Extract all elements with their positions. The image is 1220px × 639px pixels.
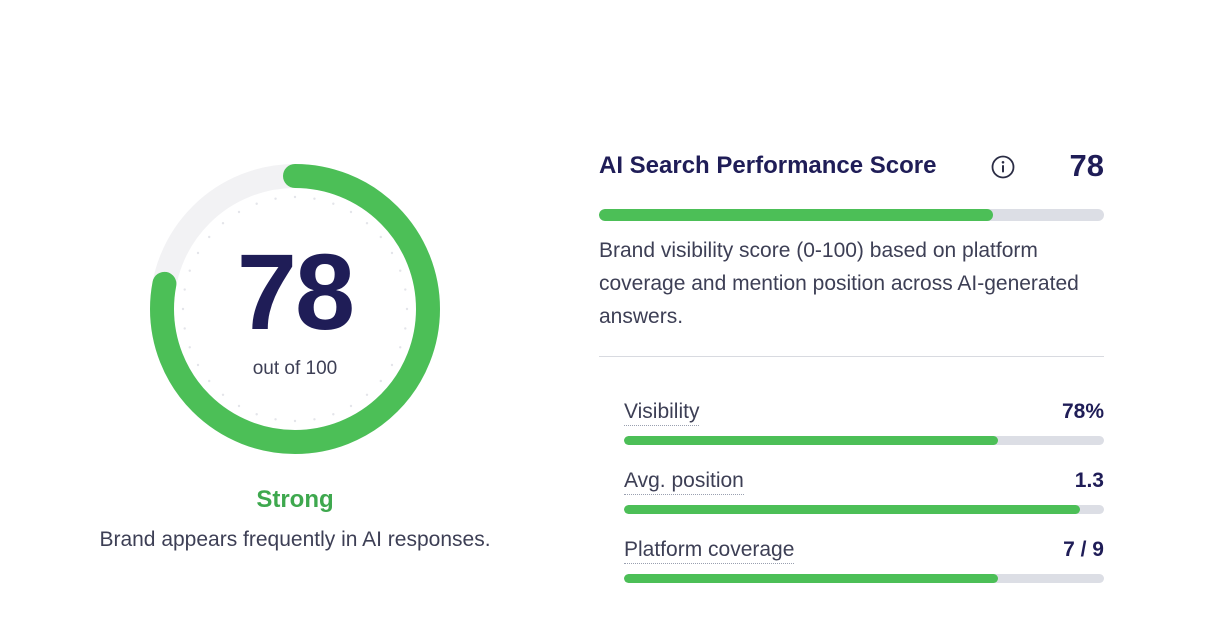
gauge-tick-dot xyxy=(208,379,211,383)
metric-value: 7 / 9 xyxy=(1063,538,1104,561)
metric-visibility: Visibility 78% xyxy=(624,400,1104,452)
performance-panel: AI Search Performance Score 78 Brand vis… xyxy=(599,148,1104,583)
gauge-tick-dot xyxy=(221,222,225,225)
panel-title: AI Search Performance Score xyxy=(599,152,937,179)
gauge-tick-dot xyxy=(404,288,407,291)
gauge-tick-dot xyxy=(405,307,409,311)
gauge-tick-dot xyxy=(313,418,316,421)
gauge-score-value: 78 xyxy=(236,231,355,352)
gauge-tick-dot xyxy=(255,202,258,205)
gauge-tick-dot xyxy=(196,251,200,255)
info-circle-icon[interactable] xyxy=(991,155,1015,179)
metric-label[interactable]: Platform coverage xyxy=(624,538,795,564)
metric-progress-bar xyxy=(624,574,1104,583)
gauge-tick-dot xyxy=(399,346,402,349)
gauge-tick-dot xyxy=(332,413,335,416)
metric-progress-bar xyxy=(624,436,1104,445)
gauge-tick-dot xyxy=(349,404,353,408)
gauge-tick-dot xyxy=(349,210,353,214)
gauge-ring xyxy=(150,164,440,454)
score-gauge: 78 out of 100 xyxy=(144,158,446,460)
gauge-tick-dot xyxy=(404,327,407,330)
metric-platform-coverage: Platform coverage 7 / 9 xyxy=(624,538,1104,590)
gauge-tick-dot xyxy=(221,393,225,396)
gauge-progress-arc xyxy=(150,164,440,454)
rating-description: Brand appears frequently in AI responses… xyxy=(99,528,491,551)
gauge-tick-dot xyxy=(399,269,402,272)
score-progress-fill xyxy=(599,209,993,221)
gauge-tick-dot xyxy=(255,413,258,416)
panel-divider xyxy=(599,356,1104,357)
metric-label[interactable]: Avg. position xyxy=(624,469,744,495)
gauge-tick-dot xyxy=(379,379,382,383)
gauge-tick-dot xyxy=(208,235,211,239)
metric-label[interactable]: Visibility xyxy=(624,400,700,426)
gauge-tick-dot xyxy=(183,288,186,291)
gauge-tick-dot xyxy=(293,419,297,423)
gauge-tick-dot xyxy=(365,393,369,396)
gauge-tick-dot xyxy=(365,222,369,225)
gauge-tick-dot xyxy=(196,363,200,367)
metric-progress-fill xyxy=(624,505,1080,514)
rating-label: Strong xyxy=(256,486,334,513)
metric-avg-position: Avg. position 1.3 xyxy=(624,469,1104,521)
gauge-tick-dot xyxy=(274,418,277,421)
gauge-tick-dot xyxy=(313,197,316,200)
gauge-tick-dot xyxy=(293,195,297,199)
metric-progress-fill xyxy=(624,574,999,583)
gauge-tick-dot xyxy=(274,197,277,200)
gauge-tick-dot xyxy=(188,346,191,349)
score-progress-bar xyxy=(599,209,1104,221)
gauge-tick-dot xyxy=(379,235,382,239)
gauge-tick-dot xyxy=(188,269,191,272)
gauge-tick-dot xyxy=(390,363,394,367)
gauge-tick-dot xyxy=(183,327,186,330)
panel-description: Brand visibility score (0-100) based on … xyxy=(599,239,1079,328)
metric-value: 78% xyxy=(1061,400,1104,423)
gauge-tick-dot xyxy=(181,307,185,311)
metric-progress-bar xyxy=(624,505,1104,514)
gauge-tick-dot xyxy=(237,210,241,214)
panel-score-value: 78 xyxy=(1069,148,1104,183)
gauge-tick-dot xyxy=(390,251,394,255)
gauge-tick-dot xyxy=(237,404,241,408)
metric-progress-fill xyxy=(624,436,999,445)
gauge-score-subtitle: out of 100 xyxy=(252,358,338,379)
gauge-tick-dot xyxy=(332,202,335,205)
panel-header: AI Search Performance Score 78 xyxy=(599,148,1104,188)
metric-value: 1.3 xyxy=(1074,469,1104,492)
